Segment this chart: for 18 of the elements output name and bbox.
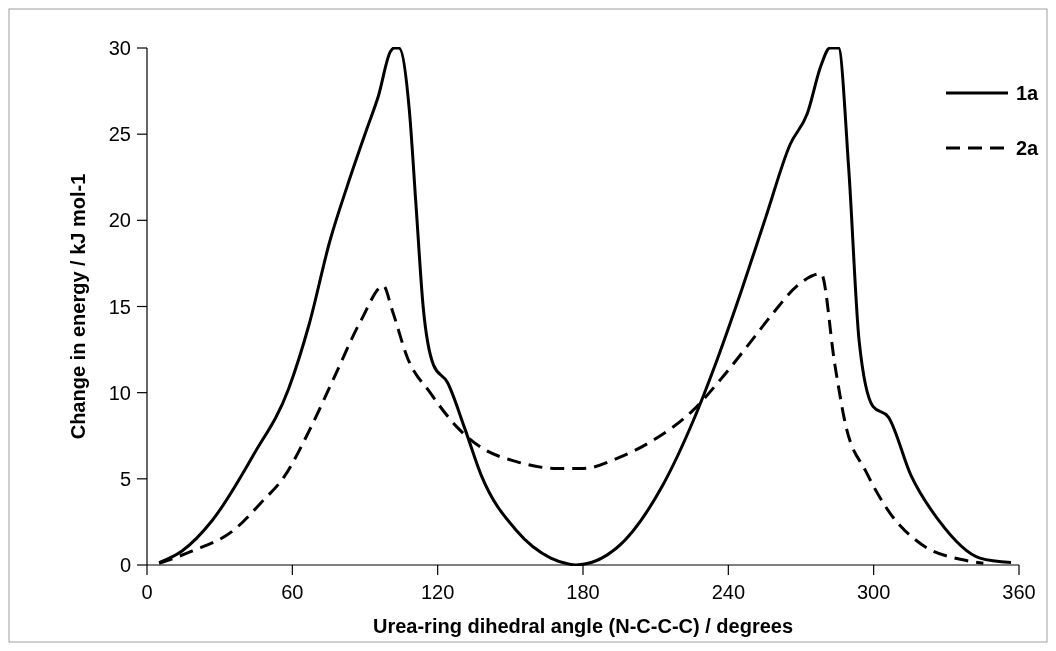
legend-label: 1a [1016, 82, 1040, 104]
x-tick-label: 360 [1002, 581, 1036, 603]
x-tick-label: 240 [711, 581, 746, 603]
y-tick-label: 20 [108, 209, 131, 232]
y-tick-label: 0 [119, 554, 131, 576]
y-tick-label: 10 [108, 381, 131, 404]
x-tick-label: 120 [420, 581, 455, 603]
y-tick-label: 30 [108, 37, 131, 59]
y-tick-label: 25 [108, 123, 131, 146]
x-axis-title: Urea-ring dihedral angle (N-C-C-C) / degrees [372, 615, 794, 637]
y-tick-label: 15 [108, 295, 131, 318]
y-tick-label: 5 [119, 467, 131, 490]
y-axis-title: Change in energy / kJ mol-1 [67, 173, 89, 440]
x-tick-label: 60 [281, 581, 304, 603]
x-tick-label: 300 [856, 581, 891, 603]
x-tick-label: 0 [141, 581, 153, 603]
x-tick-label: 180 [566, 581, 600, 603]
legend-label: 2a [1016, 137, 1040, 159]
